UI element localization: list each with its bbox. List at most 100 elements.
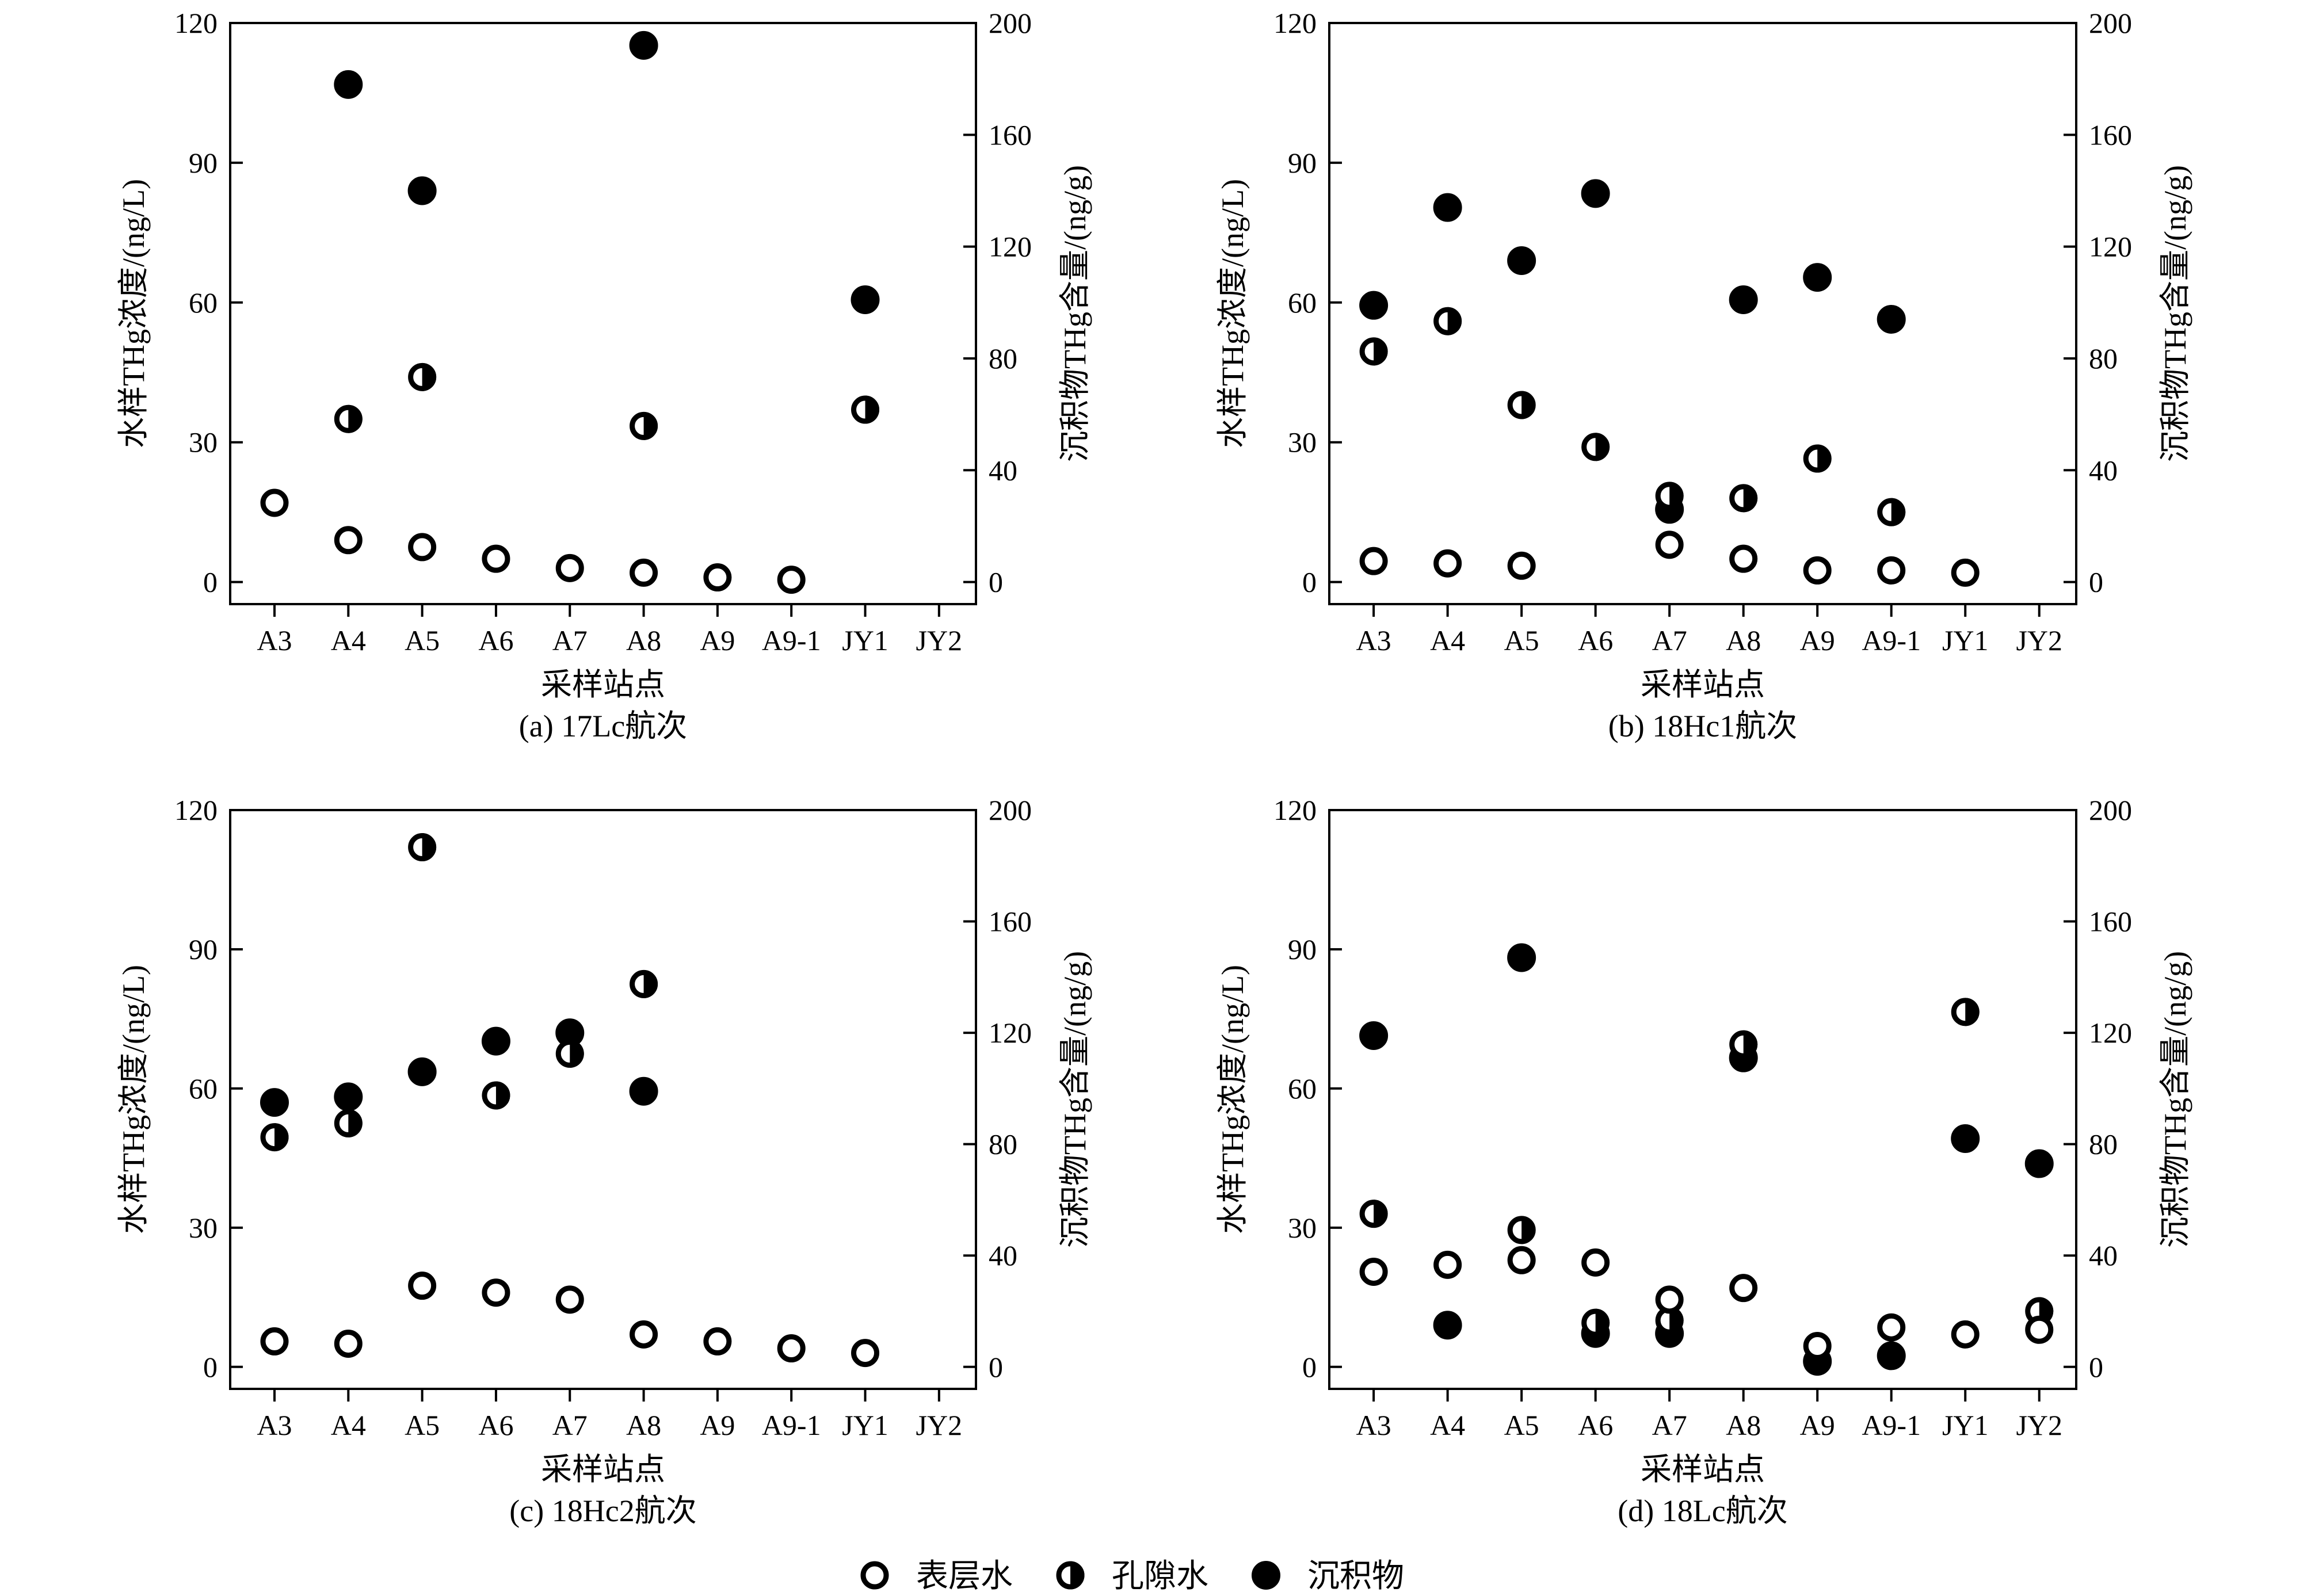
x-tick-label: A3 [1356, 1409, 1391, 1441]
data-point-half [260, 1123, 289, 1152]
data-point-filled [629, 30, 658, 60]
data-point-open [1359, 1257, 1388, 1286]
data-point-half [1359, 337, 1388, 366]
data-point-half [1729, 1030, 1758, 1059]
series-half [1359, 998, 2054, 1337]
data-point-filled [629, 1076, 658, 1106]
x-tick-label: A9-1 [762, 1409, 821, 1441]
data-point-half [1877, 498, 1906, 526]
data-point-half-half [348, 1109, 363, 1137]
legend-item: 表层水 [860, 1559, 1013, 1594]
right-tick-label: 120 [2089, 1017, 2132, 1049]
legend-marker-half-half [1070, 1561, 1085, 1590]
data-point-filled [1433, 193, 1462, 222]
data-point-open [1951, 1320, 1980, 1349]
series-open [260, 488, 806, 594]
data-point-half [1581, 1308, 1610, 1337]
data-point-filled-shape [1507, 246, 1536, 275]
data-point-open [777, 1334, 806, 1363]
data-point-open [482, 1278, 510, 1307]
left-tick-label: 60 [1288, 1072, 1317, 1105]
data-point-open [851, 1339, 880, 1368]
data-point-open-shape [555, 553, 584, 582]
left-tick-label: 90 [189, 933, 218, 965]
x-tick-label: A3 [257, 1409, 292, 1441]
data-point-filled [1877, 1341, 1906, 1370]
data-point-open [260, 1327, 289, 1356]
panel-caption: (b) 18Hc1航次 [1608, 709, 1797, 743]
left-tick-label: 30 [189, 1212, 218, 1244]
data-point-open [334, 526, 363, 555]
right-tick-label: 120 [989, 1017, 1032, 1049]
data-point-filled [1581, 179, 1610, 208]
data-point-open-shape [260, 1327, 289, 1356]
data-point-open-shape [1359, 1257, 1388, 1286]
left-tick-label: 120 [174, 794, 218, 826]
data-point-open-shape [1507, 551, 1536, 580]
right-y-axis-title: 沉积物THg含量/(ng/g) [2158, 951, 2192, 1248]
data-point-half [1507, 391, 1536, 419]
panel-caption: (a) 17Lc航次 [519, 709, 687, 743]
chart-panel-1: 0 30 60 90 120 0 40 80 120 160 200 A3 A4 A5 A6 A7 A8 A9 A9… [116, 7, 1092, 743]
right-tick-label: 120 [989, 231, 1032, 263]
x-tick-label: A4 [1430, 624, 1465, 656]
x-tick-label: A4 [331, 1409, 366, 1441]
data-point-half [1359, 1200, 1388, 1228]
left-tick-label: 60 [1288, 287, 1317, 319]
data-point-half-half [1743, 484, 1758, 513]
data-point-filled [1359, 291, 1389, 320]
data-point-open-shape [1655, 1285, 1684, 1314]
legend-label: 沉积物 [1307, 1559, 1404, 1594]
data-point-open [408, 533, 437, 562]
data-point-open-shape [482, 1278, 510, 1307]
left-tick-label: 30 [189, 426, 218, 459]
data-point-half-half [643, 411, 658, 440]
left-tick-label: 90 [1288, 933, 1317, 965]
right-tick-label: 40 [989, 454, 1017, 486]
right-y-axis-title: 沉积物THg含量/(ng/g) [1058, 951, 1092, 1248]
data-point-filled [407, 176, 437, 205]
x-tick-label: A6 [1578, 1409, 1613, 1441]
x-tick-label: JY1 [842, 624, 888, 656]
data-point-open-shape [630, 1320, 658, 1349]
data-point-half [334, 404, 363, 433]
data-point-open-shape [1951, 558, 1980, 587]
data-point-filled-shape [1877, 1341, 1906, 1370]
data-point-half [334, 1109, 363, 1137]
data-point-half-half [422, 833, 437, 862]
right-tick-label: 80 [989, 342, 1017, 375]
data-point-filled [1729, 285, 1758, 314]
x-tick-label: JY1 [1942, 624, 1989, 656]
x-tick-label: JY1 [842, 1409, 888, 1441]
legend-marker-open [860, 1561, 889, 1590]
data-point-open [408, 1272, 437, 1300]
legend-label: 表层水 [916, 1559, 1013, 1594]
data-point-filled-shape [1951, 1124, 1980, 1153]
x-tick-label: A8 [1726, 1409, 1761, 1441]
x-axis-title: 采样站点 [1641, 1452, 1765, 1487]
x-tick-label: A6 [1578, 624, 1613, 656]
x-tick-label: A9 [700, 1409, 735, 1441]
left-y-axis-title: 水样THg浓度/(ng/L) [1215, 179, 1250, 448]
data-point-half-half [1595, 433, 1610, 461]
x-tick-label: A9-1 [762, 624, 821, 656]
x-tick-label: JY2 [2016, 624, 2062, 656]
left-tick-label: 60 [189, 1072, 218, 1105]
data-point-half-half [865, 395, 880, 424]
x-tick-label: A5 [405, 1409, 440, 1441]
data-point-filled-shape [1507, 943, 1536, 972]
data-point-half-half [1374, 337, 1388, 366]
data-point-open [2025, 1315, 2054, 1344]
data-point-open-shape [1877, 556, 1906, 585]
x-tick-label: JY2 [916, 624, 963, 656]
data-point-open-shape [334, 526, 363, 555]
right-y-axis-title: 沉积物THg含量/(ng/g) [2158, 165, 2192, 462]
data-point-half-half [570, 1039, 584, 1068]
data-point-open [1803, 1331, 1832, 1360]
data-point-filled-shape [334, 1082, 363, 1112]
plot-frame [229, 809, 977, 1390]
data-point-filled [1951, 1124, 1980, 1153]
legend-marker-open-shape [860, 1561, 889, 1590]
data-point-open [777, 566, 806, 594]
left-tick-label: 0 [203, 566, 218, 598]
